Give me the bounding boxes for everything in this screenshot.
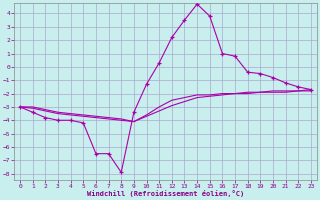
X-axis label: Windchill (Refroidissement éolien,°C): Windchill (Refroidissement éolien,°C) (87, 190, 244, 197)
